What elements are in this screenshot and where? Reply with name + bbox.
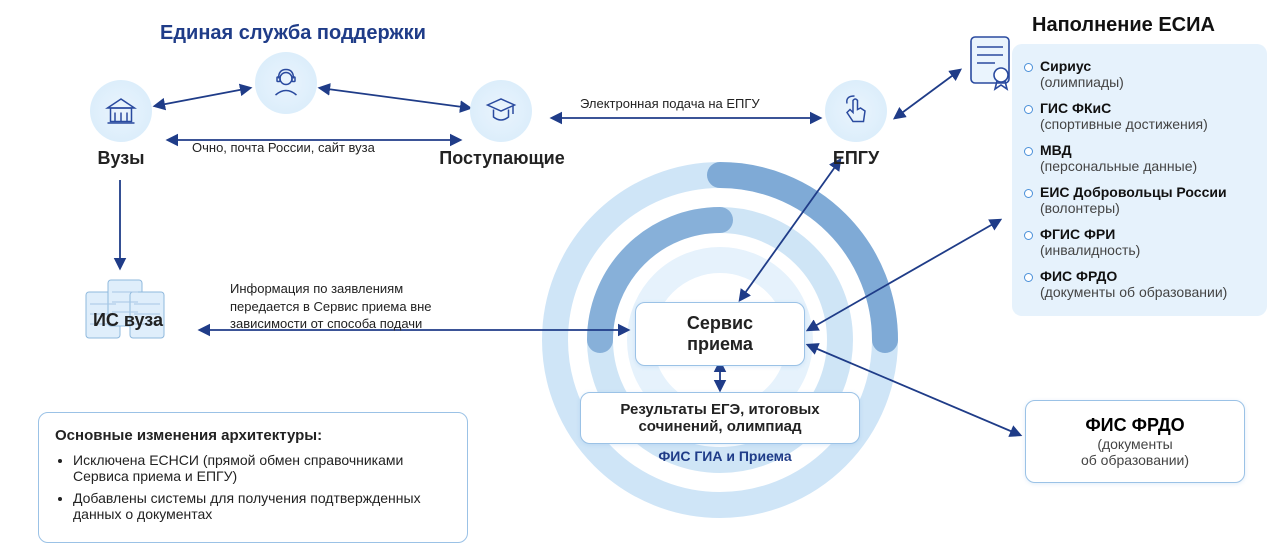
changes-item: Добавлены системы для получения подтверж… xyxy=(73,490,451,522)
node-applicants-label: Поступающие xyxy=(432,148,572,169)
node-epgu: ЕПГУ xyxy=(825,80,887,169)
changes-item: Исключена ЕСНСИ (прямой обмен справочник… xyxy=(73,452,451,484)
node-frdo-box: ФИС ФРДО (документы об образовании) xyxy=(1025,400,1245,483)
esia-item-sub: (персональные данные) xyxy=(1040,158,1197,174)
esia-item-title: Сириус xyxy=(1040,58,1091,74)
edge-label-is-info-l3: зависимости от способа подачи xyxy=(230,315,432,333)
edge-label-is-info: Информация по заявлениям передается в Се… xyxy=(230,280,432,333)
esia-item-sub: (олимпиады) xyxy=(1040,74,1124,90)
esia-item-sub: (волонтеры) xyxy=(1040,200,1120,216)
service-line1: Сервис xyxy=(644,313,796,334)
node-is-vuza-label: ИС вуза xyxy=(88,310,168,331)
esia-item: ГИС ФКиС (спортивные достижения) xyxy=(1024,100,1251,132)
results-line2: сочинений, олимпиад xyxy=(591,418,849,435)
frdo-sub2: об образовании) xyxy=(1038,452,1232,468)
changes-box: Основные изменения архитектуры: Исключен… xyxy=(38,412,468,543)
edge-label-is-info-l1: Информация по заявлениям xyxy=(230,280,432,298)
node-universities-label: Вузы xyxy=(90,148,152,169)
esia-item: МВД (персональные данные) xyxy=(1024,142,1251,174)
university-icon xyxy=(90,80,152,142)
results-line1: Результаты ЕГЭ, итоговых xyxy=(591,401,849,418)
node-service-box: Сервис приема xyxy=(635,302,805,366)
node-support xyxy=(255,52,317,114)
esia-item-sub: (документы об образовании) xyxy=(1040,284,1227,300)
document-award-icon xyxy=(965,32,1015,92)
esia-title: Наполнение ЕСИА xyxy=(1032,14,1215,37)
esia-item-sub: (спортивные достижения) xyxy=(1040,116,1208,132)
node-results-box: Результаты ЕГЭ, итоговых сочинений, олим… xyxy=(580,392,860,444)
touch-icon xyxy=(825,80,887,142)
esia-item-title: МВД xyxy=(1040,142,1072,158)
esia-item: ФГИС ФРИ (инвалидность) xyxy=(1024,226,1251,258)
esia-item: ФИС ФРДО (документы об образовании) xyxy=(1024,268,1251,300)
esia-item-sub: (инвалидность) xyxy=(1040,242,1140,258)
node-universities: Вузы xyxy=(90,80,152,169)
esia-item: ЕИС Добровольцы России (волонтеры) xyxy=(1024,184,1251,216)
frdo-sub1: (документы xyxy=(1038,436,1232,452)
frdo-title: ФИС ФРДО xyxy=(1038,415,1232,436)
esia-item-title: ЕИС Добровольцы России xyxy=(1040,184,1227,200)
graduate-icon xyxy=(470,80,532,142)
node-applicants: Поступающие xyxy=(470,80,572,169)
service-line2: приема xyxy=(644,334,796,355)
esia-item: Сириус (олимпиады) xyxy=(1024,58,1251,90)
headset-icon xyxy=(255,52,317,114)
esia-item-title: ФГИС ФРИ xyxy=(1040,226,1115,242)
edge-label-is-info-l2: передается в Сервис приема вне xyxy=(230,298,432,316)
node-epgu-label: ЕПГУ xyxy=(825,148,887,169)
fis-gia-label: ФИС ГИА и Приема xyxy=(640,448,810,464)
esia-panel: Сириус (олимпиады) ГИС ФКиС (спортивные … xyxy=(1012,44,1267,316)
edge-label-epgu: Электронная подача на ЕПГУ xyxy=(580,96,760,111)
node-is-vuza: ИС вуза xyxy=(78,270,173,355)
page-title: Единая служба поддержки xyxy=(160,22,426,45)
esia-item-title: ФИС ФРДО xyxy=(1040,268,1117,284)
esia-item-title: ГИС ФКиС xyxy=(1040,100,1111,116)
changes-heading: Основные изменения архитектуры: xyxy=(55,427,451,444)
edge-label-support: Очно, почта России, сайт вуза xyxy=(192,140,375,155)
